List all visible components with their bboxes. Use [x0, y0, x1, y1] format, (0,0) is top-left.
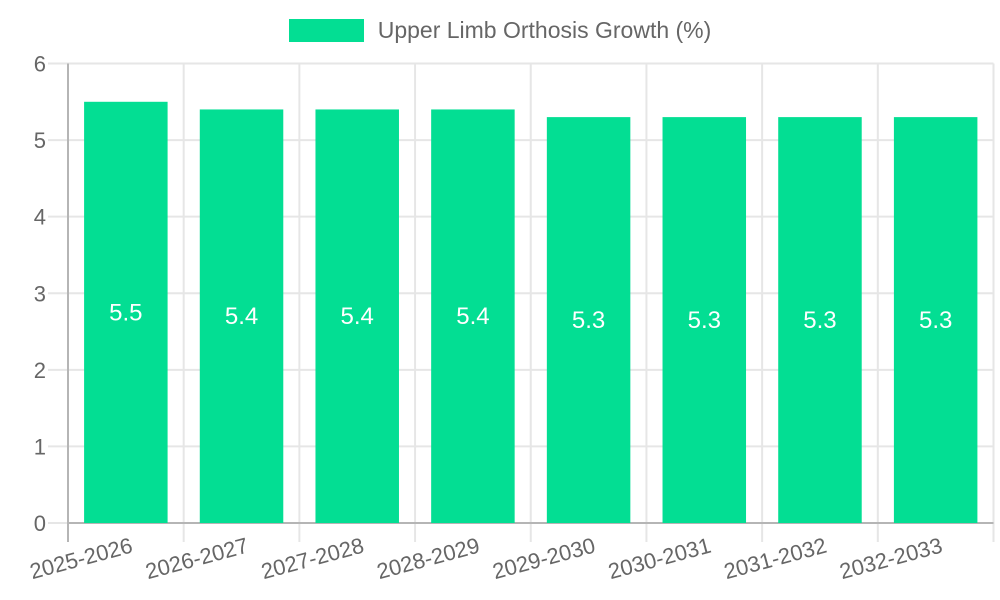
bar-value-label: 5.3: [572, 307, 605, 334]
y-axis-label: 2: [34, 358, 46, 383]
y-axis-label: 5: [34, 128, 46, 153]
y-axis-label: 4: [34, 205, 46, 230]
bar-value-label: 5.5: [109, 299, 142, 326]
bar[interactable]: [893, 117, 978, 523]
bar[interactable]: [546, 117, 631, 523]
x-axis-label: 2027-2028: [258, 533, 366, 584]
y-axis-label: 0: [34, 511, 46, 536]
bar[interactable]: [84, 101, 168, 524]
bar[interactable]: [199, 109, 284, 523]
legend-swatch: [288, 19, 364, 42]
legend-label: Upper Limb Orthosis Growth (%): [377, 17, 712, 43]
x-axis-label: 2032-2033: [837, 533, 945, 584]
x-axis-label: 2025-2026: [27, 533, 135, 584]
bar[interactable]: [778, 117, 862, 523]
bar[interactable]: [662, 117, 747, 523]
x-axis-label: 2028-2029: [374, 533, 482, 584]
bar-value-label: 5.4: [225, 303, 258, 330]
legend-item[interactable]: Upper Limb Orthosis Growth (%): [0, 18, 1000, 43]
bar[interactable]: [431, 109, 515, 523]
bar[interactable]: [315, 109, 399, 523]
bar-value-label: 5.3: [688, 307, 721, 334]
bar-value-label: 5.3: [803, 307, 836, 334]
x-axis-label: 2030-2031: [605, 533, 713, 584]
x-axis-label: 2026-2027: [143, 533, 251, 584]
x-axis-label: 2029-2030: [490, 533, 598, 584]
y-axis-label: 6: [34, 52, 46, 77]
y-axis-label: 3: [34, 281, 46, 306]
bar-value-label: 5.4: [341, 303, 374, 330]
y-axis-label: 1: [34, 434, 46, 459]
bar-value-label: 5.4: [456, 303, 489, 330]
bar-value-label: 5.3: [919, 307, 952, 334]
x-axis-label: 2031-2032: [721, 533, 829, 584]
